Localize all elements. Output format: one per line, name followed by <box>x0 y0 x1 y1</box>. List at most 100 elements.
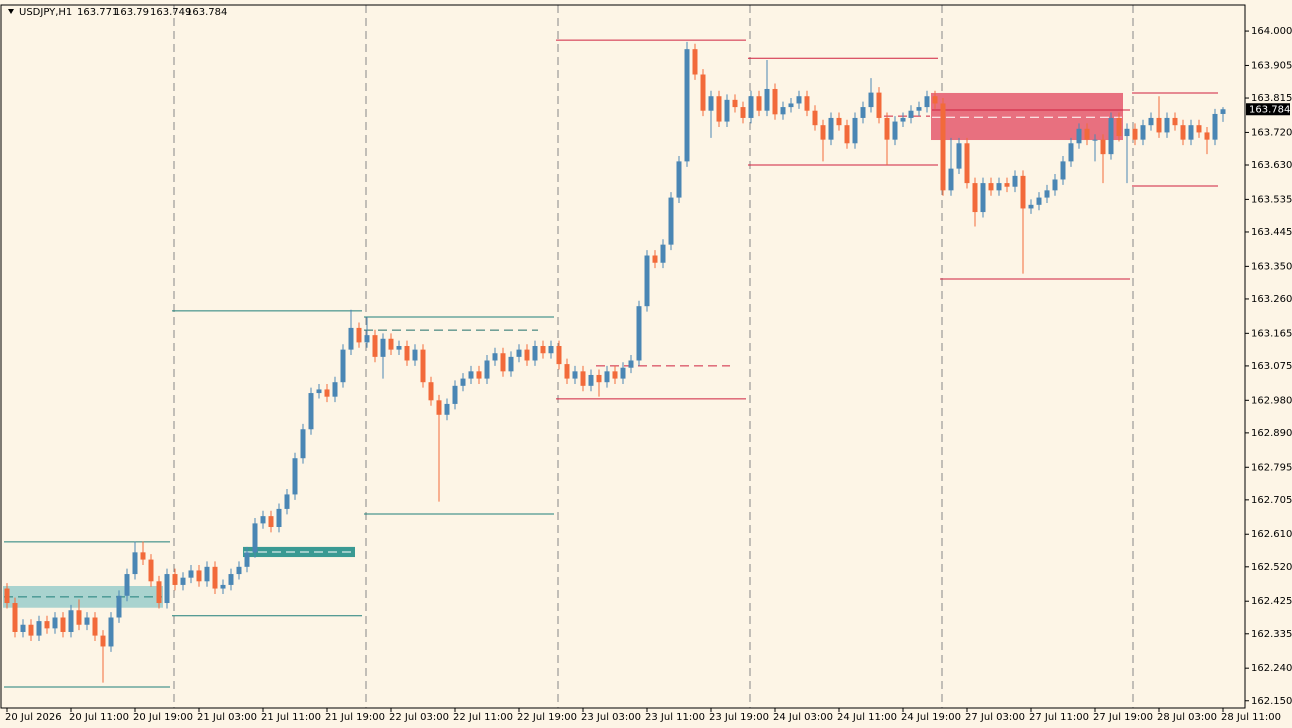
candle-body <box>1012 175 1018 187</box>
candle-body <box>804 96 810 111</box>
candle-body <box>12 603 18 632</box>
candle-body <box>724 99 730 122</box>
candle-body <box>636 306 642 361</box>
header-low: 163.749 <box>150 7 191 18</box>
candle-body <box>1044 190 1050 198</box>
candle-body <box>532 346 538 361</box>
candle-body <box>716 96 722 122</box>
candle-body <box>148 559 154 582</box>
candle-body <box>1172 117 1178 126</box>
candle-body <box>748 96 754 118</box>
y-tick-label: 162.425 <box>1251 596 1292 607</box>
y-tick-label: 163.815 <box>1251 93 1292 104</box>
candle-body <box>172 574 178 585</box>
candle-body <box>780 107 786 115</box>
candle-body <box>52 617 58 629</box>
plot <box>3 39 1226 688</box>
candle-body <box>764 88 770 111</box>
candle-body <box>228 574 234 585</box>
candle-body <box>996 183 1002 191</box>
candle-body <box>844 125 850 144</box>
candle-body <box>484 360 490 379</box>
candle-body <box>1132 128 1138 140</box>
candle-body <box>572 371 578 379</box>
candle-body <box>916 107 922 111</box>
candle-body <box>548 346 554 354</box>
symbol: USDJPY,H1 <box>19 7 72 18</box>
zone <box>243 546 355 558</box>
candle-body <box>500 353 506 372</box>
candle-body <box>700 74 706 111</box>
candle-body <box>516 349 522 357</box>
candle-body <box>596 374 602 383</box>
candle-body <box>316 389 322 394</box>
candle-body <box>1060 161 1066 180</box>
y-tick-label: 162.610 <box>1251 529 1292 540</box>
candle-body <box>684 49 690 162</box>
candle-body <box>180 577 186 585</box>
candle-body <box>268 516 274 528</box>
candle-body <box>1180 125 1186 140</box>
candle-body <box>508 356 514 372</box>
current-price-box <box>1246 103 1290 116</box>
candle-body <box>444 403 450 415</box>
y-tick-label: 162.335 <box>1251 629 1292 640</box>
x-tick-label: 27 Jul 19:00 <box>1093 712 1153 723</box>
candle-body <box>276 508 282 528</box>
x-tick-label: 22 Jul 03:00 <box>389 712 449 723</box>
candle-body <box>1100 139 1106 155</box>
candle-body <box>956 143 962 169</box>
candle-body <box>340 349 346 383</box>
candle-body <box>1220 109 1226 114</box>
candle-body <box>332 382 338 397</box>
candle-body <box>772 88 778 115</box>
x-tick-label: 21 Jul 03:00 <box>197 712 257 723</box>
candle-body <box>68 610 74 632</box>
header-close: 163.784 <box>186 7 227 18</box>
candle-body <box>44 621 50 629</box>
candle-body <box>676 161 682 198</box>
candle-body <box>188 570 194 578</box>
x-tick-label: 20 Jul 2026 <box>5 712 62 723</box>
candle-body <box>308 393 314 430</box>
menu-arrow[interactable] <box>8 9 14 14</box>
candle-body <box>196 570 202 582</box>
y-tick-label: 162.980 <box>1251 395 1292 406</box>
candle-body <box>124 574 130 596</box>
candle-body <box>612 371 618 379</box>
candle-body <box>828 117 834 140</box>
candle-body <box>1196 125 1202 133</box>
candle-body <box>252 523 258 553</box>
candle-body <box>1068 143 1074 162</box>
candle-body <box>4 588 10 604</box>
candle-body <box>236 566 242 575</box>
y-tick-label: 162.240 <box>1251 663 1292 674</box>
candle-body <box>348 327 354 350</box>
candle-body <box>28 624 34 636</box>
x-tick-label: 23 Jul 19:00 <box>709 712 769 723</box>
x-tick-label: 28 Jul 03:00 <box>1157 712 1217 723</box>
x-tick-label: 23 Jul 11:00 <box>645 712 705 723</box>
candle-body <box>212 566 218 589</box>
candle-body <box>76 610 82 625</box>
candle-body <box>1004 183 1010 187</box>
candle-body <box>116 595 122 618</box>
zone <box>931 92 1123 141</box>
y-tick-label: 164.000 <box>1251 26 1292 37</box>
candle-body <box>628 360 634 368</box>
candle-body <box>668 197 674 245</box>
x-tick-label: 22 Jul 11:00 <box>453 712 513 723</box>
y-tick-label: 162.705 <box>1251 495 1292 506</box>
candle-body <box>1116 117 1122 137</box>
candle-body <box>476 371 482 379</box>
header-open: 163.771 <box>77 7 118 18</box>
candle-body <box>244 552 250 567</box>
candle-body <box>708 96 714 111</box>
candle-body <box>36 621 42 636</box>
candle-body <box>428 382 434 401</box>
y-tick-label: 163.445 <box>1251 227 1292 238</box>
candle-body <box>468 371 474 379</box>
candle-body <box>644 255 650 307</box>
